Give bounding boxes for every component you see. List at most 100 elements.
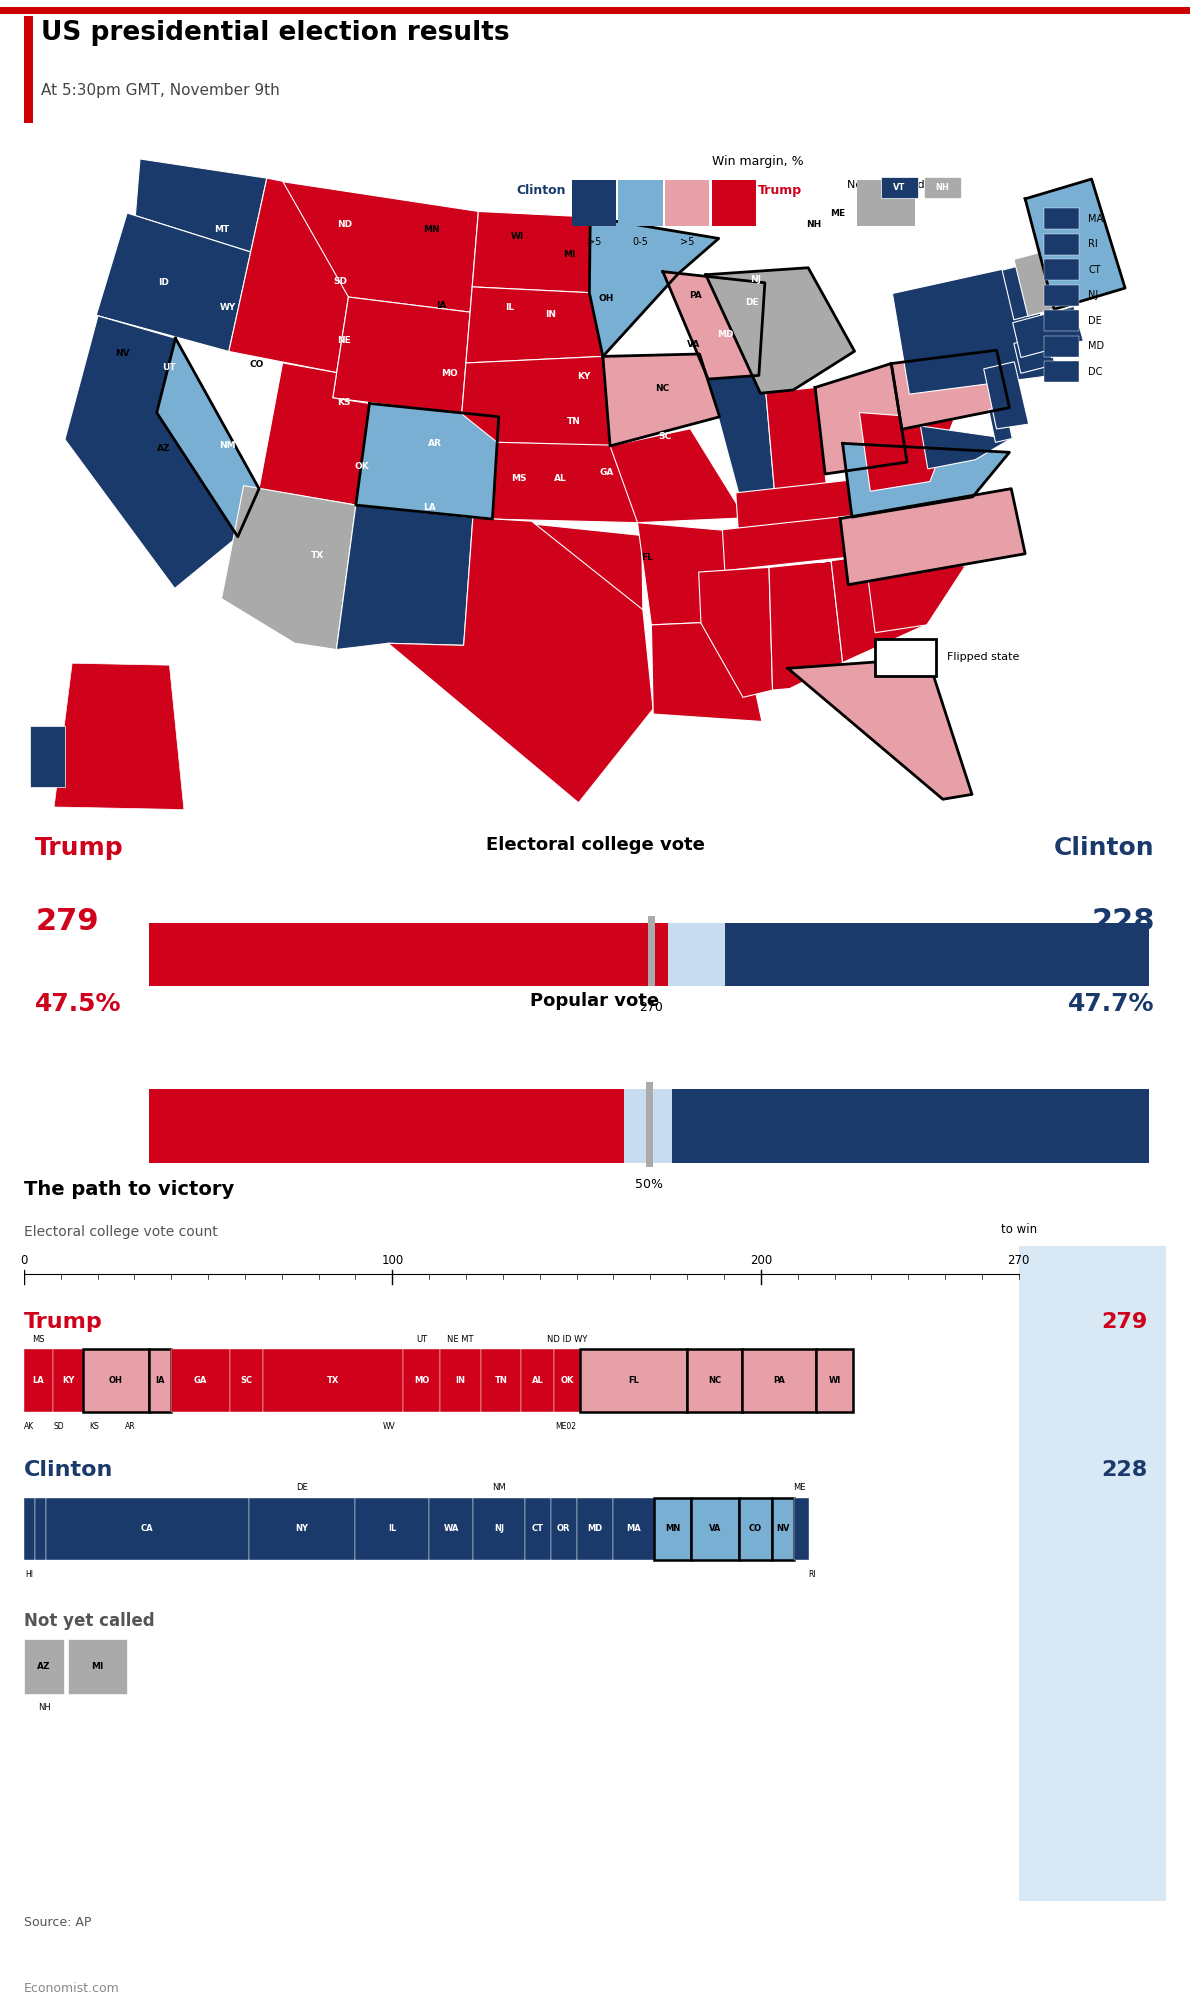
- Text: Not yet called: Not yet called: [847, 181, 925, 191]
- Bar: [654, 1497, 691, 1559]
- Text: FL: FL: [641, 553, 653, 561]
- Text: NM: NM: [219, 441, 236, 451]
- Polygon shape: [466, 288, 603, 362]
- Text: The path to victory: The path to victory: [24, 1181, 234, 1199]
- Text: Popular vote: Popular vote: [531, 992, 659, 1010]
- Bar: [739, 1497, 772, 1559]
- Bar: [857, 179, 915, 225]
- Polygon shape: [54, 664, 184, 809]
- Text: WV: WV: [643, 334, 659, 344]
- Bar: [24, 1497, 35, 1559]
- Polygon shape: [920, 427, 1010, 469]
- Text: RI: RI: [794, 258, 804, 268]
- Text: GA: GA: [194, 1376, 207, 1384]
- Bar: [571, 179, 616, 225]
- Text: UT: UT: [416, 1334, 427, 1344]
- Text: NJ: NJ: [751, 274, 762, 284]
- Text: >5: >5: [587, 237, 601, 247]
- Text: Clinton: Clinton: [516, 183, 566, 197]
- Text: Trump: Trump: [758, 183, 802, 197]
- Text: HI: HI: [36, 763, 46, 773]
- Bar: [249, 1497, 356, 1559]
- Polygon shape: [589, 217, 719, 356]
- Text: NH: NH: [807, 219, 822, 229]
- Polygon shape: [1025, 179, 1125, 310]
- Polygon shape: [388, 517, 653, 803]
- Text: NE: NE: [338, 336, 351, 346]
- Bar: [35, 1497, 46, 1559]
- Text: NJ: NJ: [1089, 290, 1098, 300]
- Bar: [481, 1350, 521, 1412]
- Bar: [555, 1350, 581, 1412]
- Text: FL: FL: [628, 1376, 639, 1384]
- Polygon shape: [840, 489, 1025, 585]
- Text: AR: AR: [125, 1422, 136, 1431]
- Bar: [1044, 310, 1079, 332]
- Text: MT: MT: [214, 225, 230, 233]
- Bar: [772, 1497, 794, 1559]
- Polygon shape: [984, 362, 1028, 429]
- Text: NH: NH: [935, 183, 950, 191]
- Text: VT: VT: [894, 183, 906, 191]
- Bar: [875, 638, 935, 676]
- Bar: [1044, 284, 1079, 306]
- Text: GA: GA: [600, 469, 614, 477]
- Bar: [24, 1350, 54, 1412]
- Text: TX: TX: [311, 551, 324, 559]
- Bar: [1044, 260, 1079, 280]
- Text: MN: MN: [424, 225, 440, 233]
- Polygon shape: [337, 505, 472, 650]
- Text: Clinton: Clinton: [1054, 837, 1154, 861]
- Bar: [230, 1350, 263, 1412]
- Bar: [403, 1350, 440, 1412]
- Bar: [712, 179, 756, 225]
- Polygon shape: [788, 658, 972, 799]
- Text: ID: ID: [158, 278, 169, 288]
- Text: AL: AL: [532, 1376, 544, 1384]
- Polygon shape: [706, 268, 854, 392]
- Text: CA: CA: [51, 412, 65, 423]
- Text: WI: WI: [828, 1376, 840, 1384]
- Polygon shape: [663, 272, 765, 378]
- Text: 228: 228: [1091, 907, 1154, 936]
- Text: NJ: NJ: [494, 1525, 505, 1533]
- Polygon shape: [815, 364, 907, 475]
- Bar: [24, 16, 33, 123]
- Text: KS: KS: [338, 398, 351, 408]
- Text: MD: MD: [1089, 342, 1104, 352]
- Polygon shape: [356, 404, 499, 519]
- Text: Clinton: Clinton: [24, 1461, 113, 1481]
- Bar: [794, 1497, 809, 1559]
- Polygon shape: [892, 264, 1056, 394]
- Text: ME: ME: [829, 209, 845, 217]
- Text: 279: 279: [1102, 1312, 1148, 1332]
- Text: RI: RI: [1089, 239, 1098, 249]
- Text: CA: CA: [140, 1525, 154, 1533]
- Text: Win margin, %: Win margin, %: [713, 155, 804, 169]
- Text: 100: 100: [381, 1253, 403, 1268]
- Text: CO: CO: [250, 360, 264, 368]
- Text: Flipped state: Flipped state: [947, 652, 1020, 662]
- Polygon shape: [989, 406, 1013, 443]
- Text: MN: MN: [665, 1525, 679, 1533]
- Text: WA: WA: [444, 1525, 459, 1533]
- Bar: [474, 1497, 525, 1559]
- Text: DE: DE: [296, 1483, 308, 1493]
- Bar: [672, 1088, 1150, 1163]
- Text: PA: PA: [689, 292, 702, 300]
- Bar: [24, 1640, 64, 1694]
- Text: OR: OR: [69, 306, 83, 316]
- Bar: [625, 1088, 672, 1163]
- Bar: [726, 921, 1150, 986]
- Bar: [668, 921, 726, 986]
- Text: LA: LA: [422, 503, 436, 513]
- Text: RI: RI: [809, 1569, 816, 1579]
- Polygon shape: [859, 412, 954, 491]
- Text: PA: PA: [774, 1376, 785, 1384]
- Text: MI: MI: [92, 1662, 104, 1672]
- Text: CT: CT: [772, 254, 785, 262]
- Text: OH: OH: [109, 1376, 123, 1384]
- Bar: [687, 1350, 743, 1412]
- Bar: [581, 1350, 687, 1412]
- Text: TN: TN: [495, 1376, 507, 1384]
